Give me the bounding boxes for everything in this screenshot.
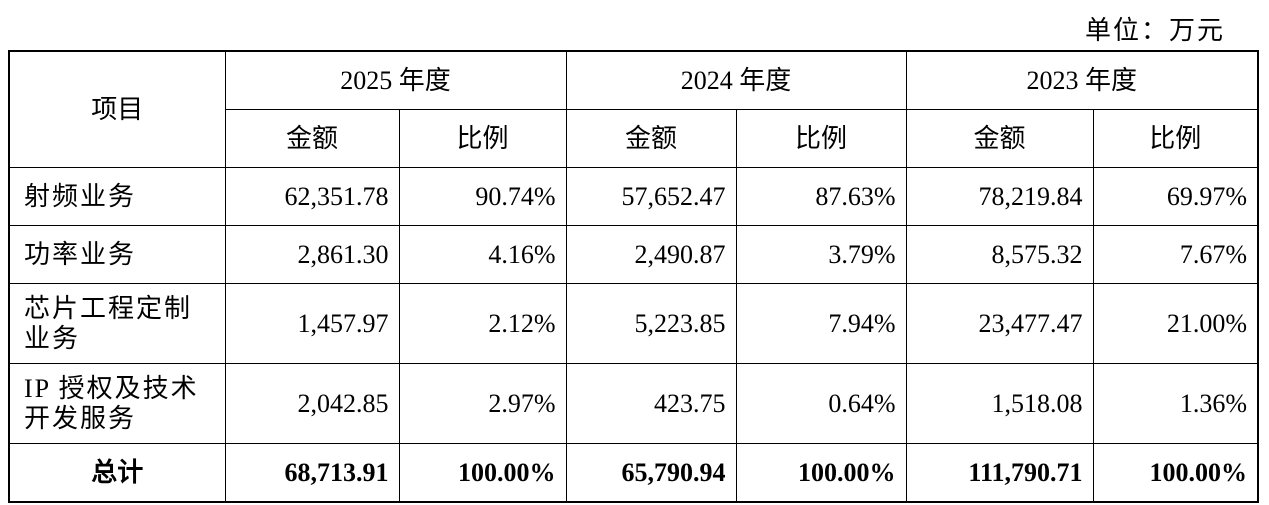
- row-name: 射频业务: [8, 167, 226, 226]
- revenue-table: 项目 2025 年度 2024 年度 2023 年度 金额 比例 金额 比例 金额 比例 射频业务 6…: [8, 50, 1260, 503]
- header-cell: 金额: [224, 109, 400, 168]
- cell: 68,713.91: [224, 443, 400, 503]
- header-row: 项目 2025 年度 2024 年度 2023 年度: [8, 50, 1259, 168]
- cell: 100.00%: [1092, 443, 1259, 503]
- cell: 23,477.47: [905, 283, 1094, 364]
- row-name: IP 授权及技术开发服务: [8, 363, 226, 444]
- cell: 1.36%: [1092, 363, 1259, 444]
- cell: 2,861.30: [224, 225, 400, 284]
- cell: 2,042.85: [224, 363, 400, 444]
- data-row: IP 授权及技术开发服务 2,042.85 2.97% 423.75 0.64% 1,51…: [8, 363, 1259, 444]
- cell: 100.00%: [735, 443, 907, 503]
- cell: 7.94%: [735, 283, 907, 364]
- cell: 111,790.71: [905, 443, 1094, 503]
- row-name: 功率业务: [8, 225, 226, 284]
- total-row: 总计 68,713.91 100.00% 65,790.94 100.00% 111,79…: [8, 443, 1259, 503]
- cell: 4.16%: [398, 225, 567, 284]
- row-name: 芯片工程定制业务: [8, 283, 226, 364]
- cell: 3.79%: [735, 225, 907, 284]
- cell: 5,223.85: [565, 283, 737, 364]
- cell: 65,790.94: [565, 443, 737, 503]
- cell: 1,518.08: [905, 363, 1094, 444]
- cell: 78,219.84: [905, 167, 1094, 226]
- cell: 2,490.87: [565, 225, 737, 284]
- cell: 87.63%: [735, 167, 907, 226]
- header-cell: 金额: [565, 109, 737, 168]
- cell: 0.64%: [735, 363, 907, 444]
- data-row: 射频业务 62,351.78 90.74% 57,652.47 87.63% 78,219…: [8, 167, 1259, 226]
- cell: 2.12%: [398, 283, 567, 364]
- unit-label: 单位：万元: [1084, 16, 1225, 45]
- cell: 423.75: [565, 363, 737, 444]
- cell: 8,575.32: [905, 225, 1094, 284]
- header-cell: 2023 年度: [905, 50, 1259, 110]
- cell: 90.74%: [398, 167, 567, 226]
- cell: 1,457.97: [224, 283, 400, 364]
- row-name: 总计: [8, 443, 226, 503]
- cell: 69.97%: [1092, 167, 1259, 226]
- cell: 57,652.47: [565, 167, 737, 226]
- table-body: 项目 2025 年度 2024 年度 2023 年度 金额 比例 金额 比例 金额 比例 射频业务 6…: [8, 50, 1259, 503]
- cell: 7.67%: [1092, 225, 1259, 284]
- cell: 100.00%: [398, 443, 567, 503]
- header-cell: 项目: [8, 50, 226, 168]
- header-cell: 2024 年度: [565, 50, 907, 110]
- cell: 62,351.78: [224, 167, 400, 226]
- cell: 21.00%: [1092, 283, 1259, 364]
- header-cell: 比例: [398, 109, 567, 168]
- cell: 2.97%: [398, 363, 567, 444]
- header-cell: 2025 年度: [224, 50, 567, 110]
- header-cell: 金额: [905, 109, 1094, 168]
- header-cell: 比例: [1092, 109, 1259, 168]
- header-cell: 比例: [735, 109, 907, 168]
- data-row: 芯片工程定制业务 1,457.97 2.12% 5,223.85 7.94% 23,477…: [8, 283, 1259, 364]
- data-row: 功率业务 2,861.30 4.16% 2,490.87 3.79% 8,575.32 7.…: [8, 225, 1259, 284]
